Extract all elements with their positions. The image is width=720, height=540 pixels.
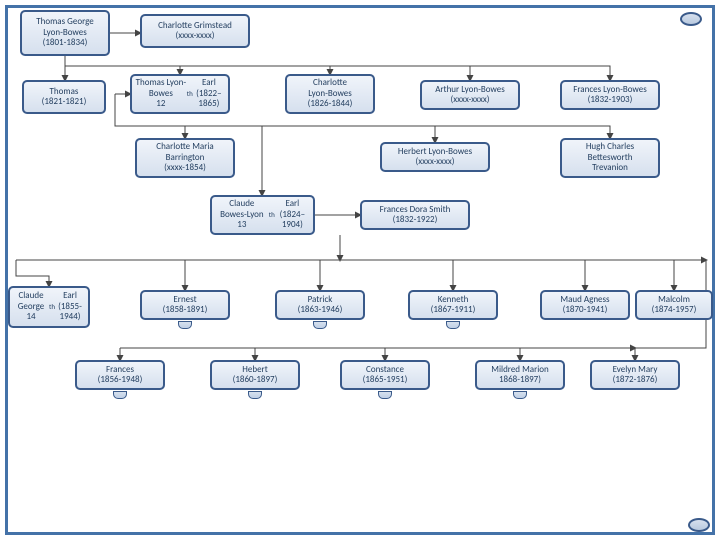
continuation-indicator [378, 391, 392, 399]
nav-oval [688, 518, 710, 532]
node-claude13: Claude Bowes-Lyon13th Earl(1824–1904) [210, 195, 315, 235]
continuation-indicator [113, 391, 127, 399]
node-charlotte_lyon: CharlotteLyon-Bowes(1826-1844) [285, 74, 375, 114]
node-thomas_1821: Thomas(1821-1821) [22, 80, 106, 114]
continuation-indicator [248, 391, 262, 399]
continuation-indicator [513, 391, 527, 399]
node-patrick: Patrick(1863-1946) [275, 290, 365, 320]
node-herbert: Herbert Lyon-Bowes(xxxx-xxxx) [380, 142, 490, 172]
nav-oval [680, 12, 702, 26]
node-frances_1856: Frances(1856-1948) [75, 360, 165, 390]
continuation-indicator [178, 321, 192, 329]
node-arthur: Arthur Lyon-Bowes(xxxx-xxxx) [420, 80, 520, 110]
node-thomas12: Thomas Lyon-Bowes12th Earl(1822–1865) [130, 74, 230, 114]
node-hebert: Hebert(1860-1897) [210, 360, 300, 390]
node-malcolm: Malcolm(1874-1957) [635, 290, 713, 320]
node-hugh: Hugh CharlesBettesworthTrevanion [560, 138, 660, 178]
node-frances_dora: Frances Dora Smith(1832-1922) [360, 200, 470, 230]
node-mildred: Mildred Marion1868-1897) [475, 360, 565, 390]
node-charlotte_maria: Charlotte MariaBarrington(xxxx-1854) [135, 138, 235, 178]
continuation-indicator [313, 321, 327, 329]
node-charlotte_grim: Charlotte Grimstead(xxxx-xxxx) [140, 14, 250, 48]
node-maud: Maud Agness(1870-1941) [540, 290, 630, 320]
node-frances_lyon: Frances Lyon-Bowes(1832-1903) [560, 80, 660, 110]
node-evelyn: Evelyn Mary(1872-1876) [590, 360, 680, 390]
node-claude14: Claude George14th Earl(1855-1944) [8, 286, 90, 328]
node-thomas_george: Thomas GeorgeLyon-Bowes(1801-1834) [20, 10, 110, 56]
node-kenneth: Kenneth(1867-1911) [408, 290, 498, 320]
continuation-indicator [446, 321, 460, 329]
node-constance: Constance(1865-1951) [340, 360, 430, 390]
node-ernest: Ernest(1858-1891) [140, 290, 230, 320]
